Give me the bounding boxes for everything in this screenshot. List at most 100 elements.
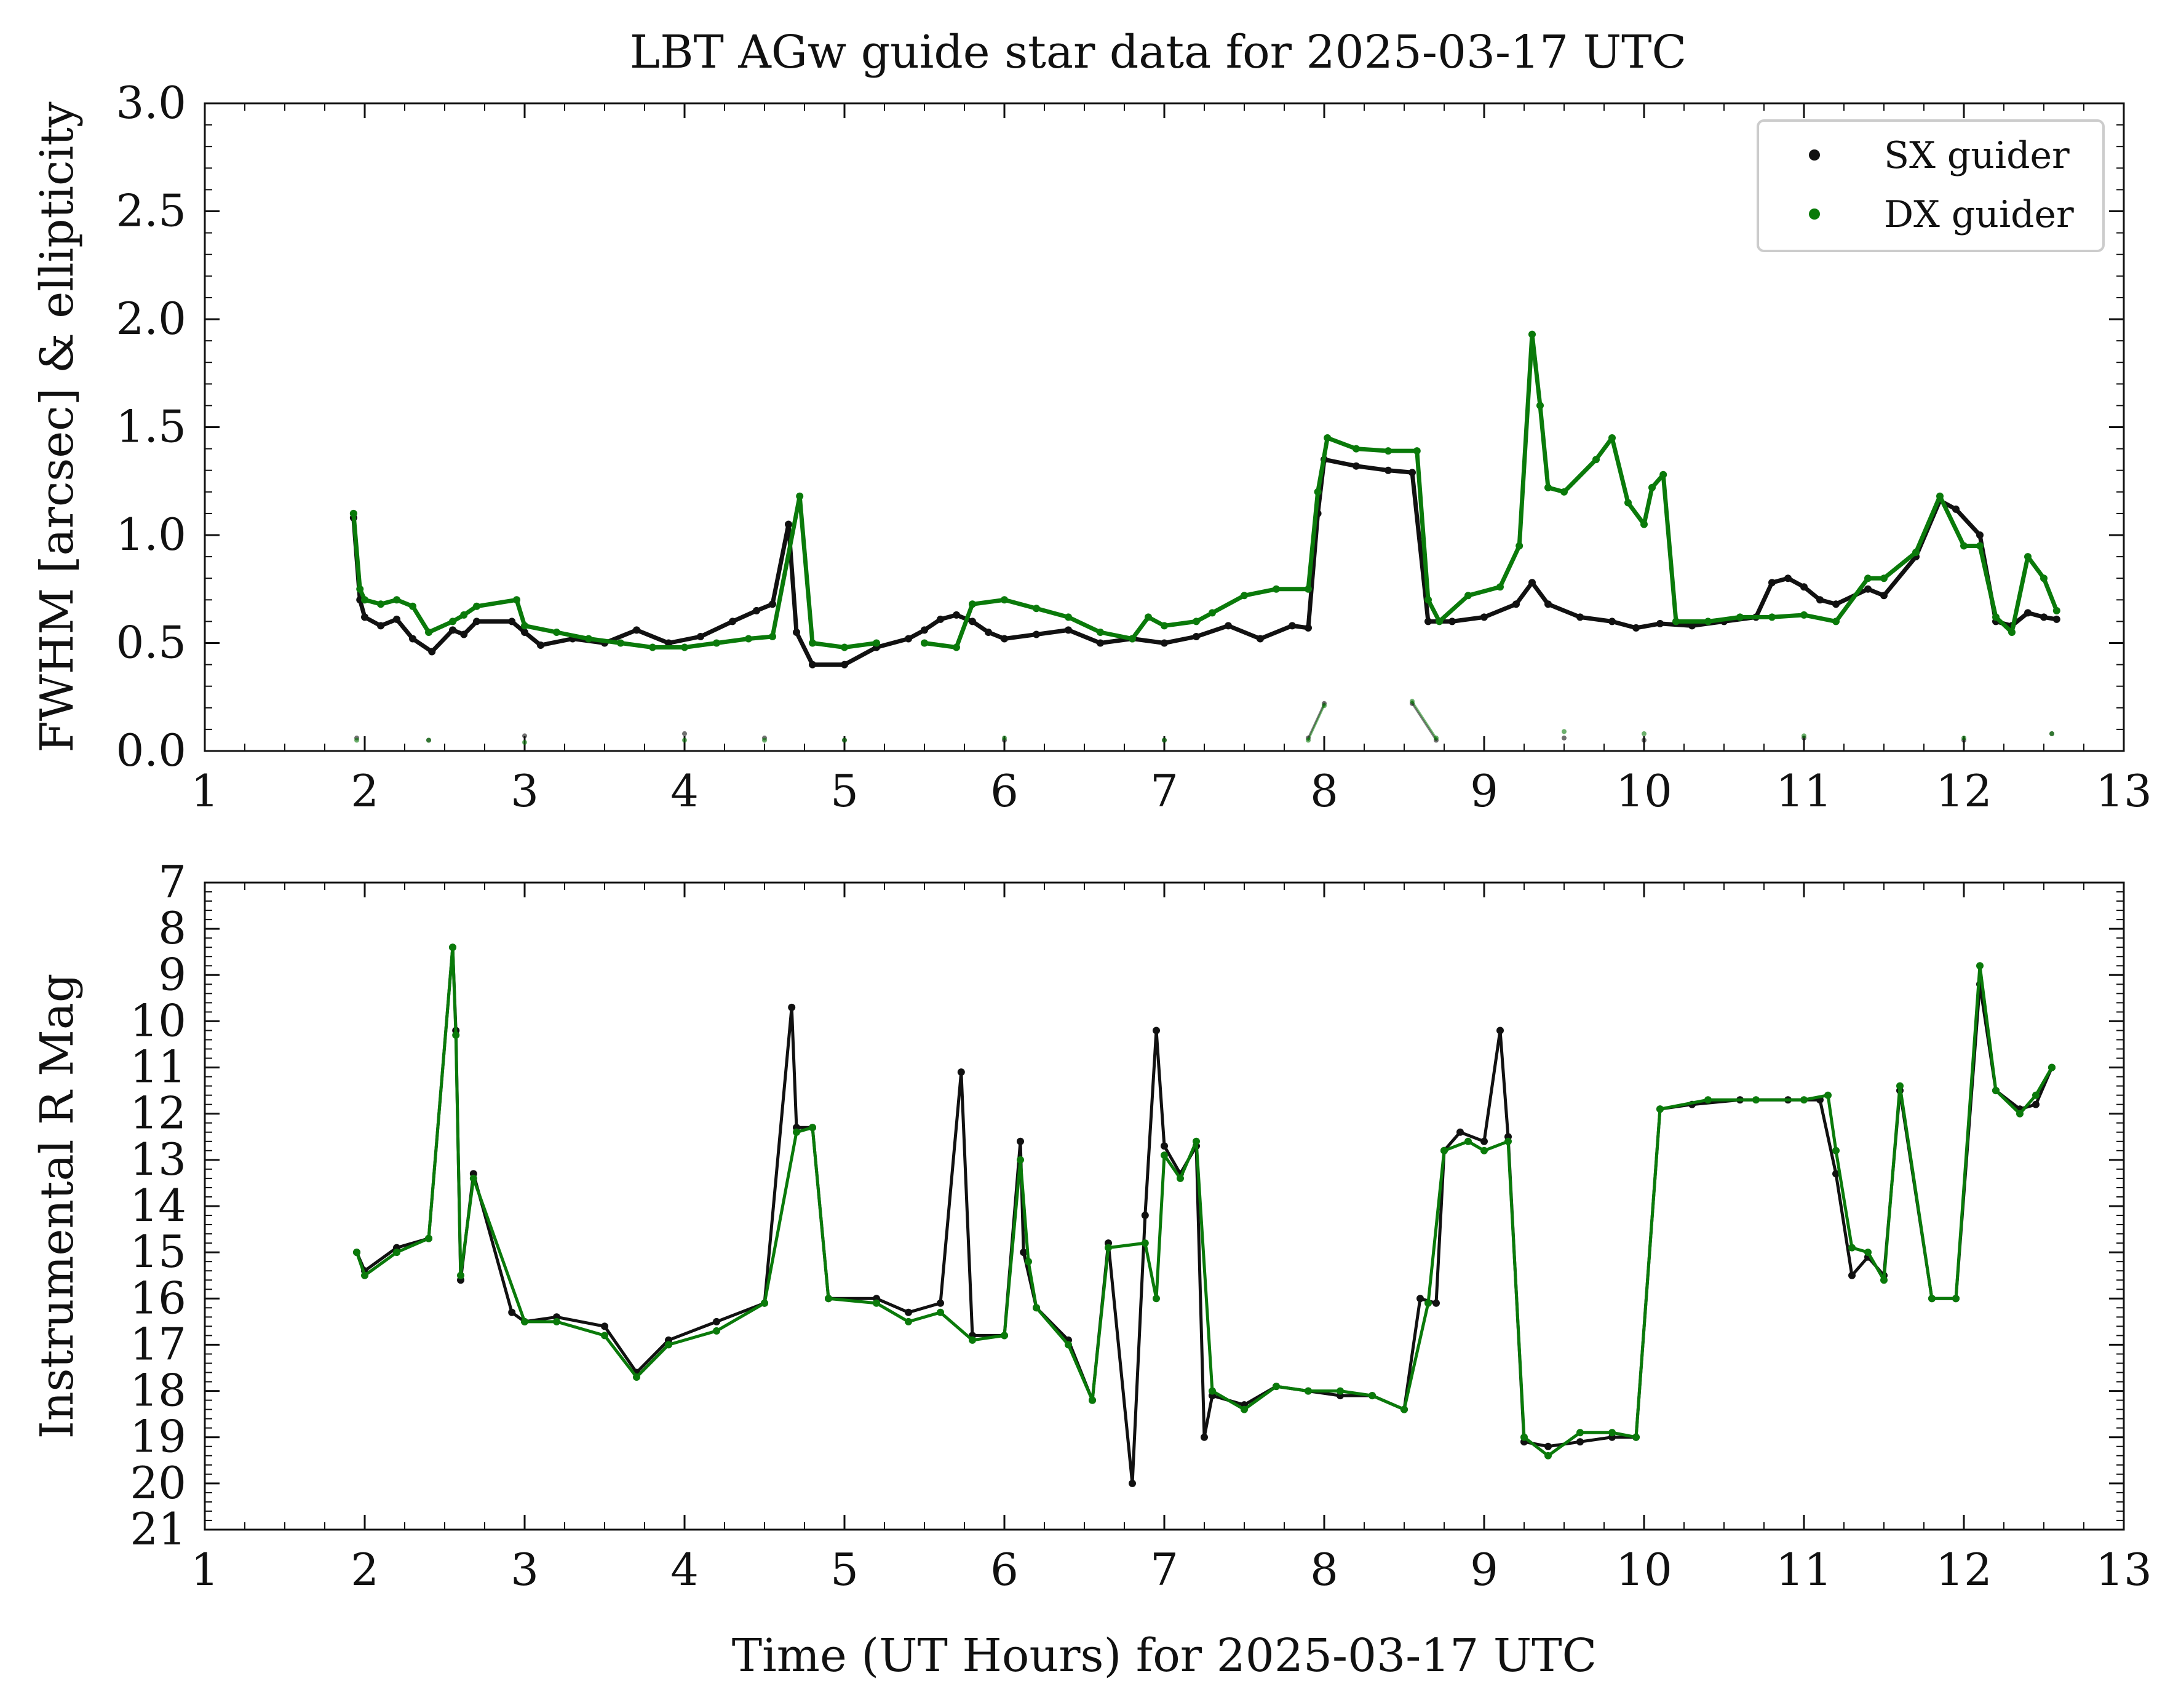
data-point — [1273, 1383, 1280, 1391]
data-point — [1209, 1387, 1216, 1395]
x-tick-label: 11 — [1776, 765, 1832, 817]
data-point — [1848, 1271, 1856, 1279]
series-sx-ellipticity — [354, 701, 2054, 743]
data-point — [1800, 1096, 1808, 1104]
data-point — [1432, 1299, 1440, 1307]
data-point — [1145, 613, 1152, 621]
data-point — [1802, 733, 1806, 739]
data-point — [1209, 609, 1216, 617]
data-point — [508, 618, 516, 626]
data-point — [785, 520, 792, 528]
data-point — [1936, 492, 1944, 500]
data-point — [457, 1271, 464, 1279]
data-point — [1768, 579, 1776, 587]
y-tick-label: 1.0 — [116, 509, 186, 560]
legend-label-dx: DX guider — [1884, 193, 2074, 236]
data-point — [682, 731, 687, 736]
data-point — [1824, 1091, 1832, 1099]
data-point — [349, 509, 357, 517]
data-point — [969, 1336, 976, 1344]
data-point — [1193, 633, 1200, 640]
x-tick-label: 9 — [1470, 1544, 1498, 1595]
data-point — [356, 585, 364, 593]
data-point — [393, 596, 400, 604]
x-tick-label: 2 — [351, 1544, 379, 1595]
x-axis-label: Time (UT Hours) for 2025-03-17 UTC — [732, 1629, 1597, 1682]
data-point — [354, 737, 359, 743]
series-dx-ellipticity — [354, 699, 2054, 745]
data-point — [1880, 1276, 1888, 1284]
y-tick-label: 7 — [158, 856, 186, 908]
data-point — [697, 633, 704, 640]
series-trace — [351, 332, 2059, 649]
data-point — [682, 737, 687, 743]
x-tick-label: 1 — [191, 765, 219, 817]
data-point — [409, 635, 416, 643]
data-point — [1704, 618, 1712, 626]
data-point — [377, 600, 384, 608]
fwhm-panel: 1 2 3 4 5 6 7 8 9 10 11 12 130.00.51.01.52.02.53.0FW… — [31, 77, 2152, 817]
data-point — [1632, 624, 1640, 632]
data-point — [425, 1234, 432, 1242]
data-point — [2032, 1100, 2040, 1108]
data-point — [1576, 1438, 1584, 1446]
data-point — [2024, 609, 2032, 617]
data-point — [1562, 735, 1567, 741]
y-tick-label: 12 — [130, 1087, 186, 1139]
data-point — [1097, 639, 1104, 647]
data-point — [1464, 592, 1472, 600]
data-point — [1992, 1087, 2000, 1095]
y-tick-label: 13 — [130, 1134, 186, 1185]
data-point — [1410, 699, 1415, 704]
data-point — [1961, 735, 1966, 741]
data-point — [769, 633, 776, 640]
data-point — [1440, 1146, 1448, 1154]
data-point — [1193, 1137, 1200, 1145]
data-point — [1456, 1128, 1464, 1136]
data-point — [473, 618, 480, 626]
data-point — [1912, 549, 1920, 557]
data-point — [409, 602, 416, 610]
data-point — [1928, 1295, 1936, 1303]
y-tick-label: 8 — [158, 902, 186, 954]
data-point — [1880, 574, 1888, 582]
data-point — [1800, 611, 1808, 619]
x-tick-label: 10 — [1616, 765, 1672, 817]
data-point — [449, 618, 456, 626]
data-point — [1161, 1151, 1168, 1159]
data-point — [1528, 579, 1536, 587]
data-point — [1642, 731, 1647, 736]
data-point — [1413, 447, 1421, 455]
y-tick-label: 20 — [130, 1457, 186, 1509]
data-point — [1001, 1332, 1008, 1340]
data-point — [1544, 483, 1552, 491]
data-point — [425, 629, 432, 636]
y-tick-label: 3.0 — [116, 77, 186, 129]
data-point — [1161, 622, 1168, 630]
data-point — [1544, 1442, 1552, 1450]
data-point — [1424, 596, 1432, 604]
data-point — [2049, 731, 2054, 736]
x-tick-label: 7 — [1150, 765, 1178, 817]
data-point — [361, 613, 368, 621]
data-point — [1464, 1137, 1472, 1145]
data-point — [1153, 1295, 1160, 1303]
x-tick-label: 3 — [510, 1544, 539, 1595]
data-point — [1161, 639, 1168, 647]
y-tick-label: 0.0 — [116, 725, 186, 776]
data-point — [809, 639, 816, 647]
data-point — [937, 1299, 944, 1307]
data-point — [1496, 1027, 1504, 1035]
data-point — [1177, 1174, 1184, 1182]
legend-label-sx: SX guider — [1884, 134, 2070, 177]
data-point — [1322, 703, 1327, 709]
data-point — [1408, 469, 1416, 477]
series-trace — [355, 945, 2054, 1458]
data-point — [1656, 619, 1664, 627]
data-point — [522, 733, 527, 739]
data-point — [665, 1341, 672, 1349]
data-point — [1129, 1479, 1136, 1487]
legend: SX guider DX guider — [1757, 119, 2105, 252]
x-tick-label: 8 — [1310, 765, 1338, 817]
data-point — [1832, 618, 1840, 626]
